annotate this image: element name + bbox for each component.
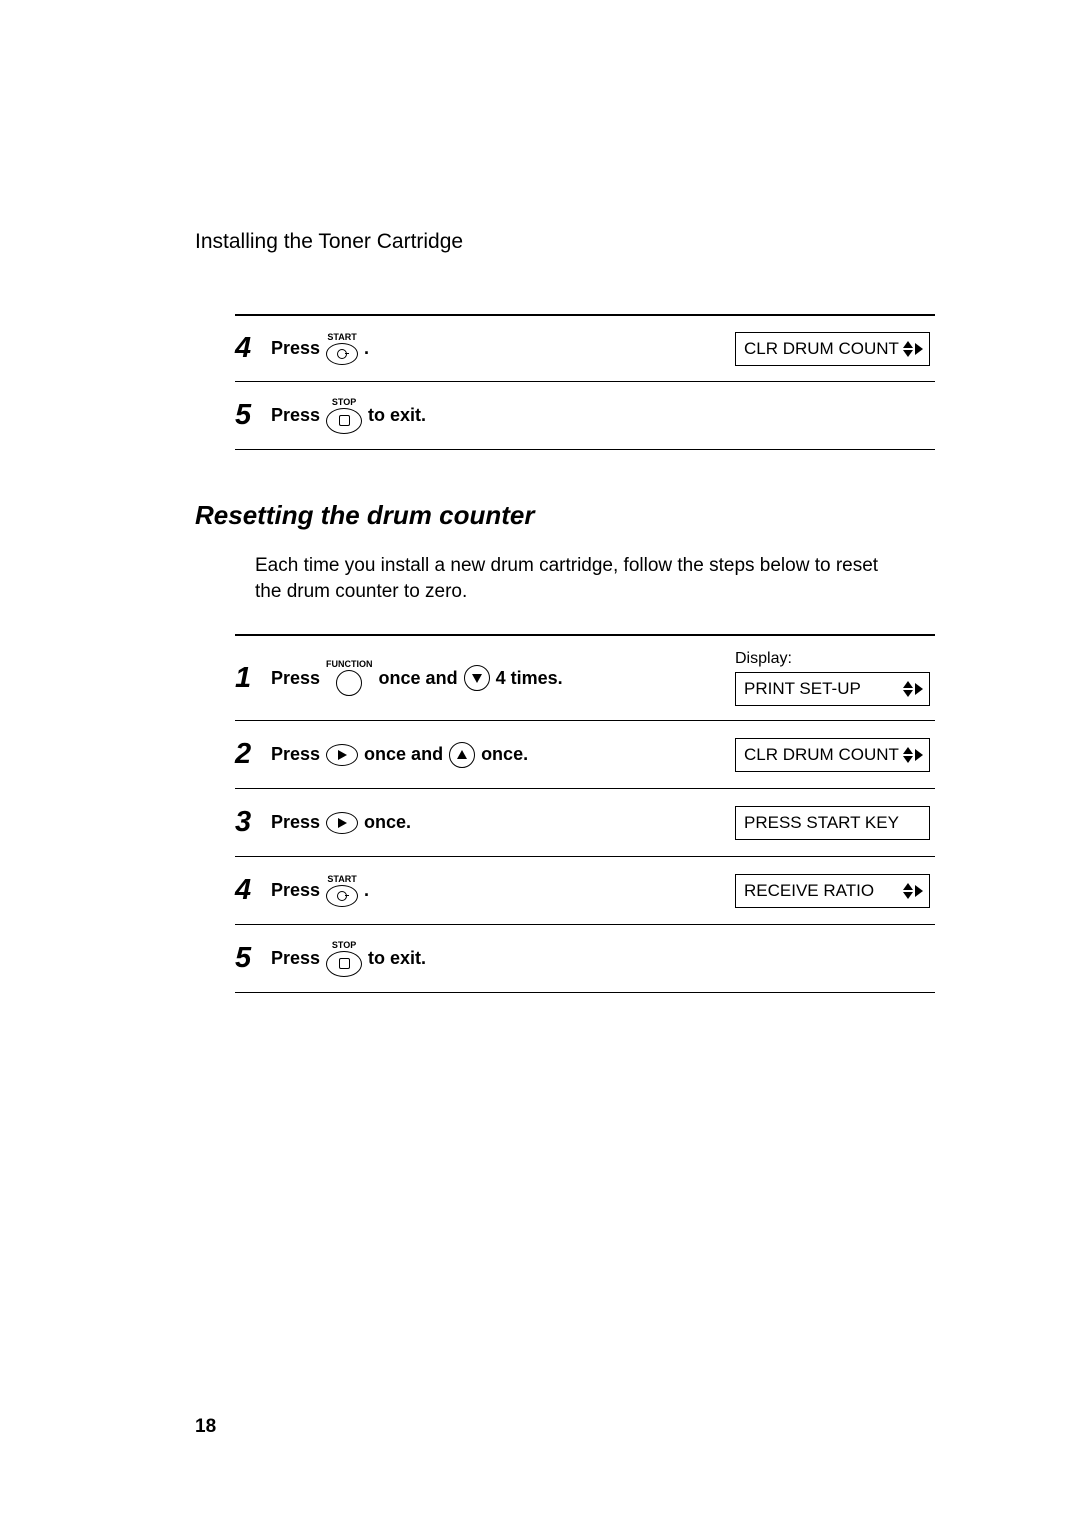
instruction-text: Press: [271, 744, 320, 765]
instruction-text: .: [364, 338, 369, 359]
step-instruction: Press START.: [271, 875, 735, 907]
step-number: 4: [235, 874, 271, 907]
display-column: Display: PRINT SET-UP: [735, 650, 935, 706]
button-shape-icon: [326, 951, 362, 977]
lcd-display: PRINT SET-UP: [735, 672, 930, 706]
button-shape-icon: [326, 885, 358, 907]
display-column: PRESS START KEY: [735, 806, 935, 840]
instruction-text: Press: [271, 338, 320, 359]
display-column: CLR DRUM COUNT: [735, 332, 935, 366]
step-instruction: Press once and once.: [271, 742, 735, 768]
step-row: 1Press FUNCTION once and 4 times. Display:…: [235, 634, 935, 721]
lcd-text: PRESS START KEY: [744, 813, 899, 833]
button-label: START: [327, 875, 356, 884]
instruction-text: .: [364, 880, 369, 901]
step-instruction: Press START.: [271, 333, 735, 365]
button-shape-icon: [449, 742, 475, 768]
page: Installing the Toner Cartridge 4PressSTA…: [0, 0, 1080, 1528]
display-label: Display:: [735, 650, 792, 668]
button-label: STOP: [332, 398, 356, 407]
page-number: 18: [195, 1416, 216, 1438]
start-button: START: [326, 333, 358, 365]
instruction-text: Press: [271, 880, 320, 901]
step-row: 4Press START. CLR DRUM COUNT: [235, 314, 935, 382]
instruction-text: once and: [364, 744, 443, 765]
step-number: 5: [235, 399, 271, 432]
instruction-text: 4 times.: [496, 668, 563, 689]
step-row: 5Press STOP to exit.: [235, 382, 935, 450]
step-row: 3Press once. PRESS START KEY: [235, 789, 935, 857]
lcd-text: CLR DRUM COUNT: [744, 745, 899, 765]
main-steps-block: 1PressFUNCTION once and 4 times.Display:…: [235, 634, 935, 993]
lcd-arrows-icon: [903, 883, 923, 899]
instruction-text: Press: [271, 948, 320, 969]
instruction-text: Press: [271, 668, 320, 689]
step-number: 5: [235, 942, 271, 975]
step-row: 2Press once and once. CLR DRUM COUNT: [235, 721, 935, 789]
lcd-display: PRESS START KEY: [735, 806, 930, 840]
step-row: 4Press START. RECEIVE RATIO: [235, 857, 935, 925]
button-shape-icon: [464, 665, 490, 691]
lcd-display: RECEIVE RATIO: [735, 874, 930, 908]
instruction-text: to exit.: [368, 405, 426, 426]
lcd-text: PRINT SET-UP: [744, 679, 861, 699]
step-instruction: Press once.: [271, 812, 735, 834]
step-number: 2: [235, 738, 271, 771]
step-number: 1: [235, 662, 271, 695]
button-shape-icon: [326, 408, 362, 434]
right-button: [326, 744, 358, 766]
step-row: 5Press STOP to exit.: [235, 925, 935, 993]
instruction-text: to exit.: [368, 948, 426, 969]
lcd-arrows-icon: [903, 341, 923, 357]
step-number: 4: [235, 332, 271, 365]
down-button: [464, 665, 490, 691]
button-shape-icon: [326, 343, 358, 365]
lcd-display: CLR DRUM COUNT: [735, 332, 930, 366]
start-button: START: [326, 875, 358, 907]
button-shape-icon: [326, 812, 358, 834]
section-heading: Resetting the drum counter: [195, 500, 885, 531]
lcd-text: RECEIVE RATIO: [744, 881, 874, 901]
lcd-arrows-icon: [903, 681, 923, 697]
stop-button: STOP: [326, 398, 362, 434]
up-button: [449, 742, 475, 768]
step-instruction: Press STOP to exit.: [271, 398, 735, 434]
instruction-text: once and: [379, 668, 458, 689]
lcd-display: CLR DRUM COUNT: [735, 738, 930, 772]
lcd-arrows-icon: [903, 747, 923, 763]
button-shape-icon: [336, 670, 362, 696]
top-steps-block: 4PressSTART.CLR DRUM COUNT5PressSTOP to …: [235, 314, 935, 450]
instruction-text: Press: [271, 812, 320, 833]
display-column: CLR DRUM COUNT: [735, 738, 935, 772]
instruction-text: once.: [481, 744, 528, 765]
button-label: FUNCTION: [326, 660, 373, 669]
display-column: RECEIVE RATIO: [735, 874, 935, 908]
button-label: START: [327, 333, 356, 342]
right-button: [326, 812, 358, 834]
function-button: FUNCTION: [326, 660, 373, 696]
button-shape-icon: [326, 744, 358, 766]
page-header: Installing the Toner Cartridge: [195, 230, 885, 254]
button-label: STOP: [332, 941, 356, 950]
lcd-text: CLR DRUM COUNT: [744, 339, 899, 359]
step-instruction: Press FUNCTION once and 4 times.: [271, 660, 735, 696]
instruction-text: Press: [271, 405, 320, 426]
step-number: 3: [235, 806, 271, 839]
stop-button: STOP: [326, 941, 362, 977]
instruction-text: once.: [364, 812, 411, 833]
step-instruction: Press STOP to exit.: [271, 941, 735, 977]
intro-text: Each time you install a new drum cartrid…: [255, 553, 885, 604]
